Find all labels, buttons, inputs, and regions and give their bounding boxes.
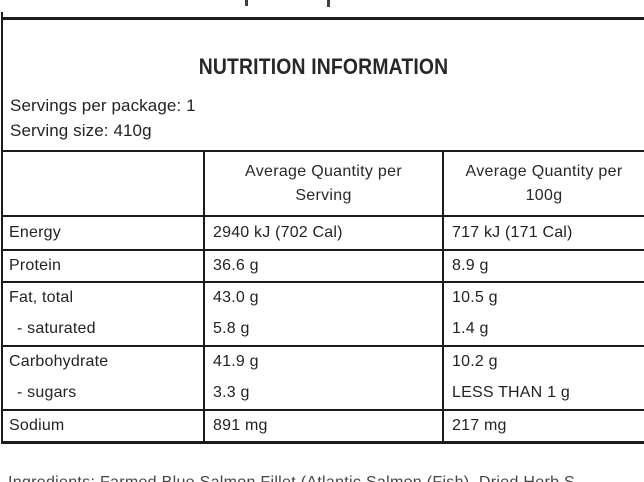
nutrient-cell: Energy — [3, 217, 205, 249]
per-100g-cell: 1.4 g — [452, 320, 489, 337]
panel-title: NUTRITION INFORMATION — [198, 54, 449, 79]
header-line: Average Quantity per — [465, 162, 623, 180]
nutrient-cell: Carbohydrate — [3, 347, 205, 377]
table-row: - saturated 5.8 g 1.4 g — [3, 313, 644, 345]
nutrition-panel: NUTRITION INFORMATION Servings per packa… — [1, 17, 644, 444]
nutrient-cell: Protein — [3, 251, 205, 281]
clipped-border-stub — [1, 12, 3, 18]
nutrient-cell: - sugars — [3, 377, 205, 409]
nutrient-cell: Sodium — [3, 411, 205, 441]
per-serving-cell: 3.3 g — [205, 377, 444, 409]
table-row: Sodium 891 mg 217 mg — [3, 409, 644, 441]
per-100g-cell: 8.9 g — [452, 257, 489, 274]
clipped-text-fragment-top — [327, 0, 330, 7]
table-body: Energy 2940 kJ (702 Cal) 717 kJ (171 Cal… — [3, 217, 644, 441]
clipped-ingredients-text: Ingredients: Farmed Blue Salmon Fillet (… — [8, 474, 575, 482]
per-100g-cell: 217 mg — [452, 417, 507, 434]
clipped-text-fragment-top — [245, 0, 248, 6]
header-line: Average Quantity per — [245, 162, 402, 180]
per-100g-cell: LESS THAN 1 g — [452, 384, 570, 401]
table-row: Protein 36.6 g 8.9 g — [3, 249, 644, 281]
table-header-row: Average Quantity per Serving Average Qua… — [3, 150, 644, 217]
table-row: Carbohydrate 41.9 g 10.2 g — [3, 345, 644, 377]
per-100g-cell: 10.5 g — [452, 289, 498, 306]
header-line: 100g — [525, 186, 563, 204]
per-serving-cell: 2940 kJ (702 Cal) — [205, 217, 444, 249]
per-serving-cell: 41.9 g — [205, 347, 444, 377]
nutrient-cell: Fat, total — [3, 283, 205, 313]
per-100g-cell: 717 kJ (171 Cal) — [452, 224, 573, 241]
per-100g-cell: 10.2 g — [452, 353, 498, 370]
table-row: Energy 2940 kJ (702 Cal) 717 kJ (171 Cal… — [3, 217, 644, 249]
panel-title-block: NUTRITION INFORMATION Servings per packa… — [3, 20, 644, 150]
header-line: Serving — [295, 186, 352, 204]
per-serving-cell: 891 mg — [205, 411, 444, 441]
nutrient-cell: - saturated — [3, 313, 205, 345]
servings-per-package-text: Servings per package: 1 — [10, 96, 196, 115]
header-nutrient-column — [3, 152, 205, 215]
per-serving-cell: 43.0 g — [205, 283, 444, 313]
table-row: - sugars 3.3 g LESS THAN 1 g — [3, 377, 644, 409]
per-serving-cell: 36.6 g — [205, 251, 444, 281]
table-row: Fat, total 43.0 g 10.5 g — [3, 281, 644, 313]
serving-size-text: Serving size: 410g — [10, 121, 152, 140]
header-per-serving-column: Average Quantity per Serving — [205, 152, 444, 215]
per-serving-cell: 5.8 g — [205, 313, 444, 345]
header-per-100g-column: Average Quantity per 100g — [444, 152, 644, 215]
